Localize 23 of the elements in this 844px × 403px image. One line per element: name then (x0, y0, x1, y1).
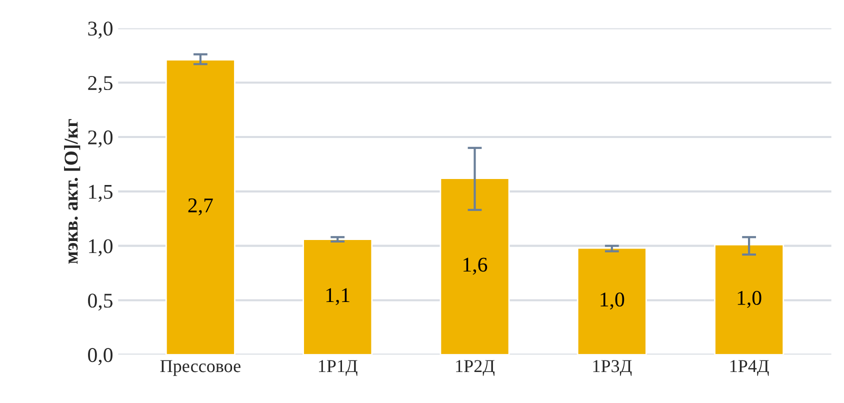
bar (165, 59, 236, 355)
y-tick-label: 1,5 (89, 184, 112, 202)
data-label: 1,6 (464, 258, 488, 275)
x-tick-label: 1Р4Д (730, 360, 769, 376)
x-tick-label: 1Р2Д (456, 360, 495, 376)
data-label: 2,7 (188, 198, 213, 216)
y-tick-label: 0,5 (88, 294, 112, 311)
y-tick-label: 1,0 (89, 239, 113, 256)
y-tick-label: 2,0 (88, 130, 113, 148)
y-tick-label: 3,0 (88, 22, 113, 39)
y-tick-label: 0,0 (88, 348, 113, 366)
bar (714, 244, 784, 355)
x-tick-label: 1Р3Д (593, 360, 632, 376)
bar (576, 247, 647, 355)
y-axis-title: мэкв. акт. [O]/кг (64, 119, 80, 264)
bar (302, 238, 373, 355)
bar (440, 178, 510, 355)
data-label: 1,0 (600, 292, 624, 310)
x-tick-label: 1Р1Д (318, 360, 358, 376)
data-label: 1,1 (326, 288, 350, 306)
x-tick-label: Прессовое (160, 360, 240, 376)
y-tick-label: 2,5 (88, 76, 112, 94)
data-label: 1,0 (738, 290, 762, 308)
